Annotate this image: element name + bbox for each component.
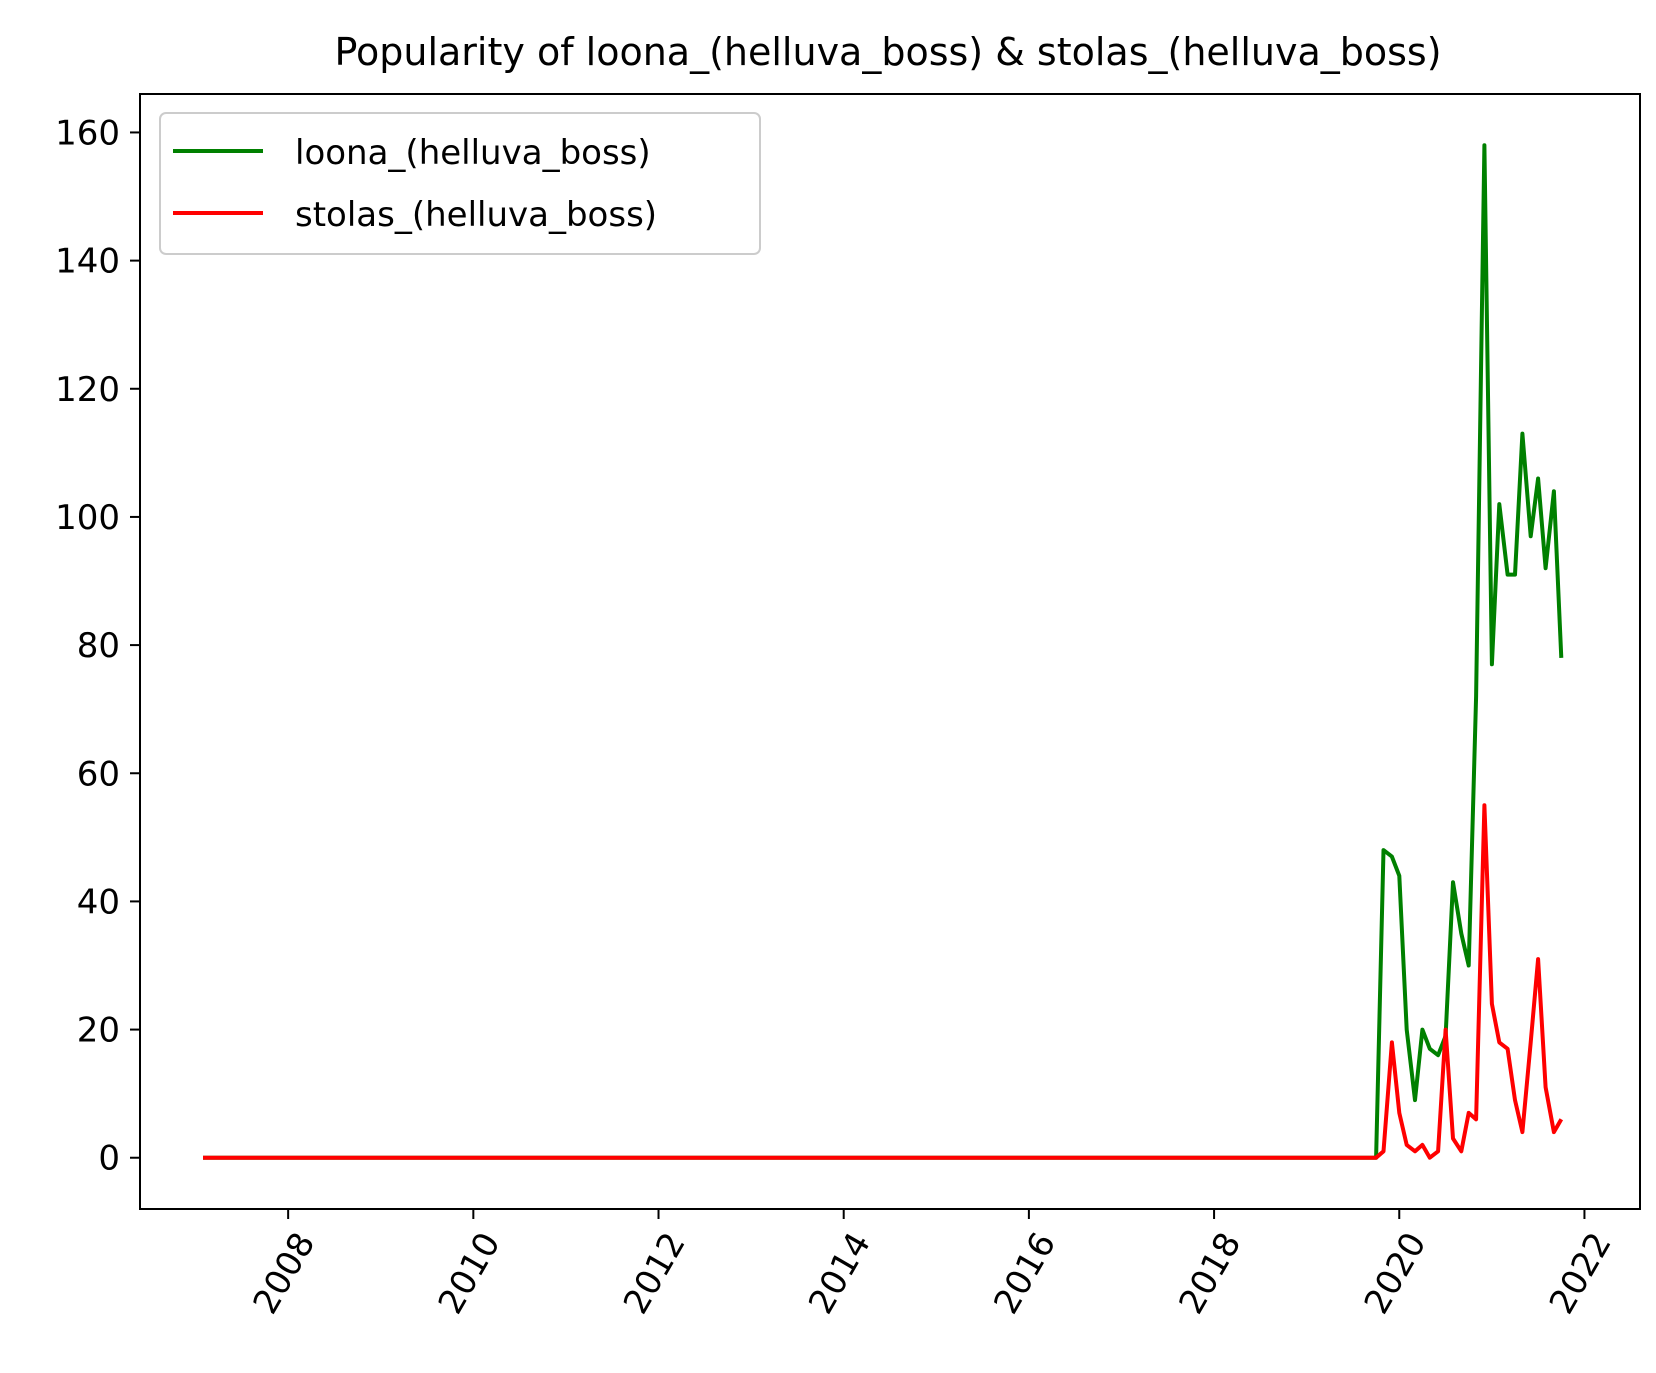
legend: loona_(helluva_boss) stolas_(helluva_bos…	[159, 112, 761, 255]
y-tick-label: 40	[77, 882, 120, 922]
series-layer	[203, 143, 1564, 1160]
y-tick-label: 100	[55, 498, 120, 538]
y-tick-label: 60	[77, 754, 120, 794]
y-tick-label: 120	[55, 370, 120, 410]
y-tick-label: 0	[98, 1139, 120, 1179]
y-tick-label: 140	[55, 242, 120, 282]
series-line-loona	[203, 143, 1564, 1160]
legend-label-stolas: stolas_(helluva_boss)	[295, 195, 657, 235]
y-axis: 0 20 40 60 80 100 120 140 160	[55, 113, 140, 1179]
y-tick-label: 20	[77, 1011, 120, 1051]
series-line-stolas	[203, 803, 1564, 1160]
y-tick-label: 80	[77, 626, 120, 666]
legend-label-loona: loona_(helluva_boss)	[295, 133, 651, 173]
legend-frame	[159, 112, 761, 255]
chart-title: Popularity of loona_(helluva_boss) & sto…	[334, 30, 1441, 74]
y-tick-label: 160	[55, 113, 120, 153]
plot-frame	[139, 93, 1641, 1210]
